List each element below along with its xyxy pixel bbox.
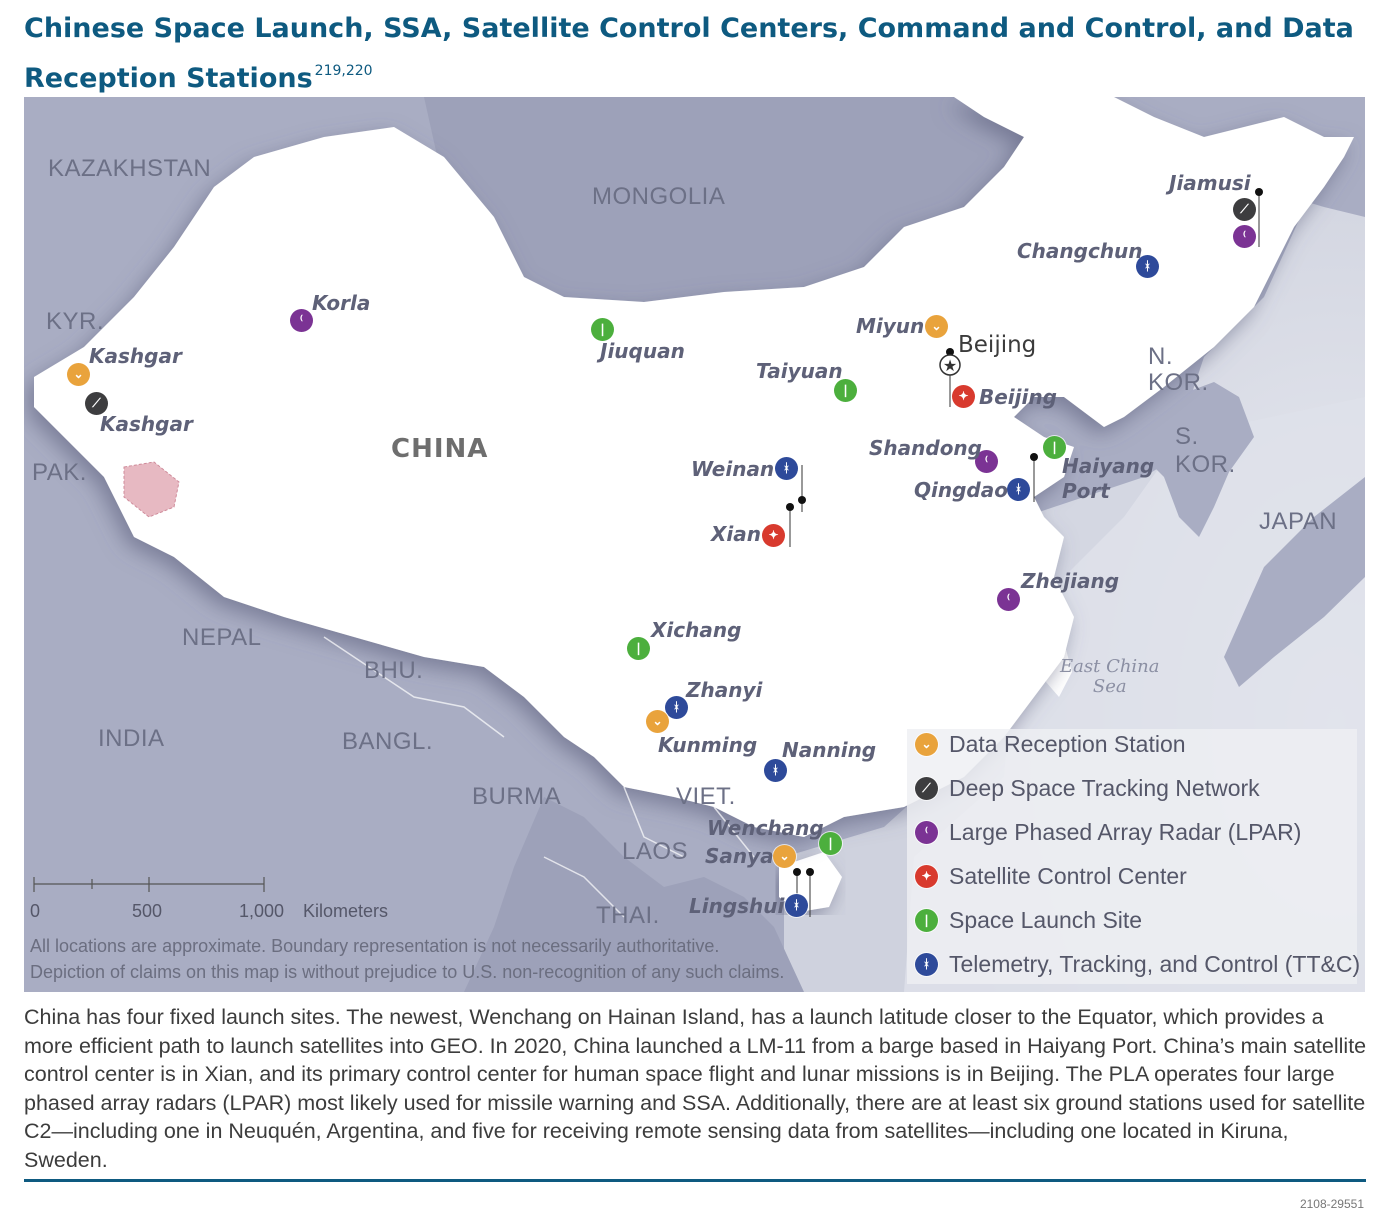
xichang-label: Xichang xyxy=(651,618,742,642)
kashgar-dish-icon[interactable]: ⌄ xyxy=(67,363,90,386)
jiuquan-rocket-icon[interactable]: ❘ xyxy=(591,318,614,341)
mongolia-label: MONGOLIA xyxy=(592,183,726,210)
wenchang-rocket-icon[interactable]: ❘ xyxy=(819,832,842,855)
figure-caption: China has four fixed launch sites. The n… xyxy=(24,1005,1367,1172)
scale-unit: Kilometers xyxy=(303,901,389,921)
miyun-dish-icon[interactable]: ⌄ xyxy=(925,315,948,338)
zhejiang-label: Zhejiang xyxy=(1021,569,1120,593)
weinan-label: Weinan xyxy=(691,457,775,481)
kashgar-deep-label: Kashgar xyxy=(100,412,193,436)
xichang-rocket-icon[interactable]: ❘ xyxy=(627,637,650,660)
title-footnotes: 219,220 xyxy=(314,63,373,79)
vietnam-label: VIET. xyxy=(676,783,736,810)
control-dish-icon: ✦ xyxy=(915,865,938,888)
lingshui-label: Lingshui xyxy=(689,894,785,918)
weinan-antenna-icon[interactable]: ᚼ xyxy=(775,457,798,480)
japan-land xyxy=(1224,477,1365,687)
jiamusi-label: Jiamusi xyxy=(1169,171,1251,195)
bangladesh-label: BANGL. xyxy=(342,728,434,755)
japan-label: JAPAN xyxy=(1259,508,1338,535)
rocket-icon: ❘ xyxy=(915,909,938,932)
scale-tick-1000: 1,000 xyxy=(239,901,285,921)
haiyang-port-label: Haiyang Port xyxy=(1062,454,1155,503)
bottom-rule xyxy=(24,1179,1366,1182)
kashgar-receive-label: Kashgar xyxy=(89,344,182,368)
antenna-icon: ᚼ xyxy=(915,953,938,976)
dish-icon: ⌄ xyxy=(915,733,938,756)
korla-radar-icon[interactable]: ⁽ xyxy=(290,309,313,332)
beijing-control-icon[interactable]: ✦ xyxy=(952,385,975,408)
changchun-antenna-icon[interactable]: ᚼ xyxy=(1136,255,1159,278)
kashgar-deep-space-icon[interactable]: ⟋ xyxy=(85,392,108,415)
pakistan-label: PAK. xyxy=(32,459,87,486)
jiamusi-radar-icon[interactable]: ⁽ xyxy=(1233,225,1256,248)
satellite-dish-icon: ⟋ xyxy=(915,777,938,800)
south-korea-label: S. KOR. xyxy=(1175,423,1236,478)
miyun-label: Miyun xyxy=(856,314,925,338)
xian-label: Xian xyxy=(711,522,762,546)
disputed-area xyxy=(123,461,180,518)
scale-tick-500: 500 xyxy=(132,901,163,921)
india-label: INDIA xyxy=(98,725,165,752)
lingshui-antenna-icon[interactable]: ᚼ xyxy=(785,894,808,917)
scale-bar xyxy=(33,877,265,892)
wenchang-label: Wenchang xyxy=(707,816,824,840)
north-korea-label: N. KOR. xyxy=(1148,343,1209,396)
location-dots xyxy=(786,188,1263,876)
taiyuan-label: Taiyuan xyxy=(756,359,843,383)
zhanyi-antenna-icon[interactable]: ᚼ xyxy=(665,696,688,719)
thailand-label: THAI. xyxy=(596,902,660,929)
taiyuan-rocket-icon[interactable]: ❘ xyxy=(834,379,857,402)
shandong-radar-icon[interactable]: ⁽ xyxy=(975,450,998,473)
map-title: Chinese Space Launch, SSA, Satellite Con… xyxy=(24,13,1354,94)
qingdao-label: Qingdao xyxy=(914,478,1008,502)
sanya-label: Sanya xyxy=(705,844,774,868)
jiamusi-deep-space-icon[interactable]: ⟋ xyxy=(1233,198,1256,221)
zhanyi-label: Zhanyi xyxy=(686,678,763,702)
kunming-label: Kunming xyxy=(658,733,758,757)
china-land xyxy=(34,97,1354,837)
laos-label: LAOS xyxy=(622,838,689,865)
mongolia-land xyxy=(424,97,1024,302)
beijing-control-label: Beijing xyxy=(979,385,1057,409)
beijing-city-label: Beijing xyxy=(958,332,1037,358)
map-disclaimer: All locations are approximate. Boundary … xyxy=(30,936,785,982)
jiuquan-label: Jiuquan xyxy=(600,339,685,363)
southeast-asia-land xyxy=(464,797,804,992)
radar-icon: ⁽ xyxy=(915,821,938,844)
burma-label: BURMA xyxy=(472,783,562,810)
korea-peninsula xyxy=(1129,382,1254,537)
nanning-label: Nanning xyxy=(782,738,877,762)
scale-tick-0: 0 xyxy=(30,901,41,921)
china-label: CHINA xyxy=(391,434,489,464)
country-borders xyxy=(323,636,755,918)
sanya-dish-icon[interactable]: ⌄ xyxy=(773,845,796,868)
beijing-star-icon: ★ xyxy=(943,358,957,375)
korla-label: Korla xyxy=(312,291,371,315)
changchun-label: Changchun xyxy=(1017,239,1143,263)
zhejiang-radar-icon[interactable]: ⁽ xyxy=(997,588,1020,611)
nanning-antenna-icon[interactable]: ᚼ xyxy=(764,759,787,782)
east-china-sea-label: East China Sea xyxy=(1060,656,1160,697)
shandong-label: Shandong xyxy=(869,436,982,460)
map-legend: ⌄ Data Reception Station ⟋ Deep Space Tr… xyxy=(907,729,1360,984)
xian-control-icon[interactable]: ✦ xyxy=(762,524,785,547)
map: ★ KAZAKHSTAN MONGOLIA KYR. PAK. CHINA NE… xyxy=(24,97,1365,992)
leader-lines xyxy=(789,192,1260,917)
nepal-label: NEPAL xyxy=(182,624,262,651)
bhutan-label: BHU. xyxy=(364,657,424,684)
haiyang-rocket-icon[interactable]: ❘ xyxy=(1043,436,1066,459)
beijing-star-circle xyxy=(939,354,961,376)
kunming-dish-icon[interactable]: ⌄ xyxy=(646,710,669,733)
kyrgyzstan-label: KYR. xyxy=(46,308,105,335)
qingdao-antenna-icon[interactable]: ᚼ xyxy=(1007,478,1030,501)
figure-code: 2108-29551 xyxy=(1299,1197,1364,1211)
kazakhstan-label: KAZAKHSTAN xyxy=(48,155,212,182)
